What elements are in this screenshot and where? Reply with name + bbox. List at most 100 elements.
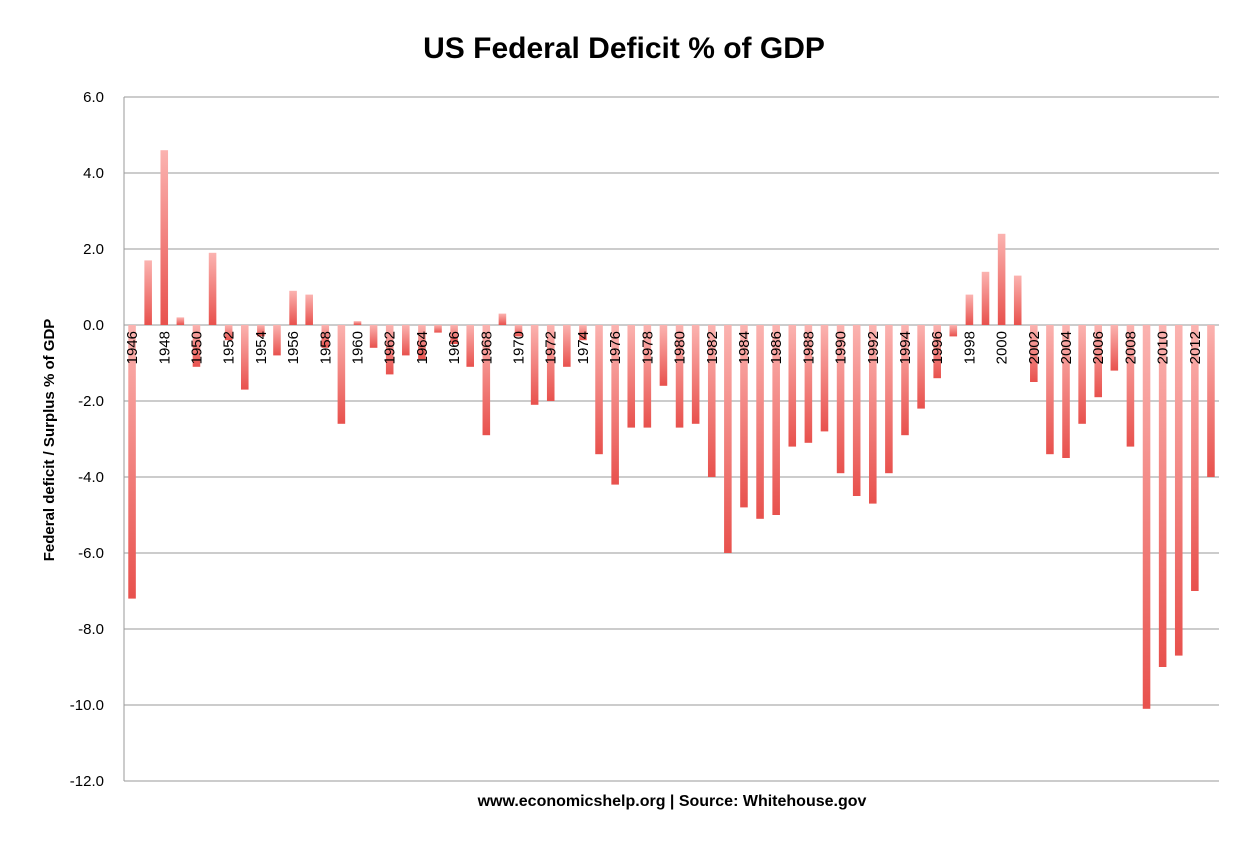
bar-1996 bbox=[933, 325, 941, 379]
gridlines bbox=[123, 96, 1219, 782]
x-tick-label: 1972 bbox=[543, 331, 560, 364]
bar-1973 bbox=[563, 325, 571, 367]
bar-1951 bbox=[208, 252, 217, 325]
bar-1956 bbox=[289, 290, 297, 325]
bar-1948 bbox=[160, 150, 169, 325]
y-tick-label: 6.0 bbox=[83, 89, 104, 106]
bar-1969 bbox=[498, 313, 507, 325]
x-tick-label: 2012 bbox=[1187, 331, 1204, 364]
bar-2005 bbox=[1078, 325, 1086, 424]
x-axis-source-label: www.economicshelp.org | Source: Whitehou… bbox=[477, 793, 867, 810]
y-tick-label: 2.0 bbox=[83, 241, 104, 258]
bar-1960 bbox=[353, 321, 362, 325]
bar-1992 bbox=[869, 325, 877, 504]
bar-1989 bbox=[820, 325, 829, 432]
y-tick-label: -12.0 bbox=[70, 773, 104, 790]
x-tick-label: 2010 bbox=[1155, 331, 1172, 364]
y-tick-label: -10.0 bbox=[70, 697, 104, 714]
bar-1965 bbox=[434, 325, 442, 333]
bar-1966 bbox=[450, 325, 458, 344]
bar-1983 bbox=[724, 325, 732, 553]
bar-1986 bbox=[772, 325, 780, 515]
y-axis-label: Federal deficit / Surplus % of GDP bbox=[41, 319, 58, 562]
bar-1963 bbox=[402, 325, 410, 356]
bar-1980 bbox=[675, 325, 684, 428]
bar-1975 bbox=[595, 325, 603, 455]
bar-1962 bbox=[385, 325, 394, 375]
bar-1981 bbox=[691, 325, 700, 424]
bar-1998 bbox=[965, 294, 974, 325]
x-tick-label: 1974 bbox=[575, 331, 592, 364]
bar-2007 bbox=[1110, 325, 1119, 371]
bar-1990 bbox=[836, 325, 845, 474]
x-tick-label: 1968 bbox=[478, 331, 495, 364]
bar-1955 bbox=[273, 325, 281, 356]
bar-2003 bbox=[1046, 325, 1054, 455]
bar-1984 bbox=[740, 325, 748, 508]
x-tick-label: 2004 bbox=[1058, 331, 1075, 364]
x-tick-label: 1990 bbox=[833, 331, 850, 364]
x-tick-label: 1976 bbox=[607, 331, 624, 364]
x-tick-label: 1978 bbox=[639, 331, 656, 364]
bar-2010 bbox=[1158, 325, 1167, 667]
bar-1971 bbox=[530, 325, 539, 405]
x-axis-ticks: 1946 1948 1950 1952 1954 1956 1958 1960 1962 1964… bbox=[124, 331, 1204, 364]
bar-1954 bbox=[257, 325, 265, 337]
bar-1976 bbox=[611, 325, 619, 485]
x-tick-label: 2008 bbox=[1122, 331, 1139, 364]
bar-1964 bbox=[418, 325, 426, 360]
x-tick-label: 1946 bbox=[124, 331, 141, 364]
bar-2006 bbox=[1094, 325, 1103, 398]
bar-1982 bbox=[707, 325, 716, 477]
x-tick-label: 1998 bbox=[961, 331, 978, 364]
x-tick-label: 2000 bbox=[994, 331, 1011, 364]
bar-1979 bbox=[659, 325, 668, 386]
bar-1961 bbox=[369, 325, 378, 348]
x-tick-label: 2002 bbox=[1026, 331, 1043, 364]
bar-1950 bbox=[192, 325, 201, 367]
bar-2002 bbox=[1030, 325, 1038, 382]
bar-1958 bbox=[321, 325, 330, 348]
bar-1993 bbox=[885, 325, 893, 474]
bar-1995 bbox=[917, 325, 925, 409]
x-tick-label: 1958 bbox=[317, 331, 334, 364]
bar-1977 bbox=[627, 325, 636, 428]
bar-1978 bbox=[643, 325, 652, 428]
bar-2013 bbox=[1207, 325, 1215, 477]
x-tick-label: 1994 bbox=[897, 331, 914, 364]
y-tick-label: -4.0 bbox=[78, 469, 104, 486]
x-tick-label: 1992 bbox=[865, 331, 882, 364]
y-tick-label: -6.0 bbox=[78, 545, 104, 562]
bar-1994 bbox=[901, 325, 909, 436]
x-tick-label: 2006 bbox=[1090, 331, 1107, 364]
bar-1968 bbox=[482, 325, 491, 436]
bar-1991 bbox=[852, 325, 861, 496]
x-tick-label: 1956 bbox=[285, 331, 302, 364]
y-tick-label: 4.0 bbox=[83, 165, 104, 182]
y-axis-ticks: 6.0 4.0 2.0 0.0 -2.0 -4.0 -6.0 -8.0 -10.0 -12.0 bbox=[70, 89, 104, 790]
x-tick-label: 1984 bbox=[736, 331, 753, 364]
y-tick-label: -8.0 bbox=[78, 621, 104, 638]
bar-1974 bbox=[579, 325, 587, 341]
bar-2001 bbox=[1013, 275, 1022, 325]
bar-1967 bbox=[466, 325, 474, 367]
bar-1957 bbox=[305, 294, 313, 325]
x-tick-label: 1966 bbox=[446, 331, 463, 364]
bar-2012 bbox=[1191, 325, 1199, 591]
bar-1997 bbox=[949, 325, 958, 337]
bar-2008 bbox=[1126, 325, 1135, 447]
x-tick-label: 1996 bbox=[929, 331, 946, 364]
x-tick-label: 1964 bbox=[414, 331, 431, 364]
bar-2009 bbox=[1142, 325, 1151, 709]
x-tick-label: 1952 bbox=[221, 331, 238, 364]
chart-title: US Federal Deficit % of GDP bbox=[423, 32, 825, 65]
bar-1959 bbox=[337, 325, 346, 424]
bar-1953 bbox=[240, 325, 249, 390]
x-tick-label: 1950 bbox=[188, 331, 205, 364]
bar-1972 bbox=[546, 325, 555, 401]
x-tick-label: 1948 bbox=[156, 331, 173, 364]
x-tick-label: 1970 bbox=[511, 331, 528, 364]
bar-1999 bbox=[981, 271, 990, 325]
